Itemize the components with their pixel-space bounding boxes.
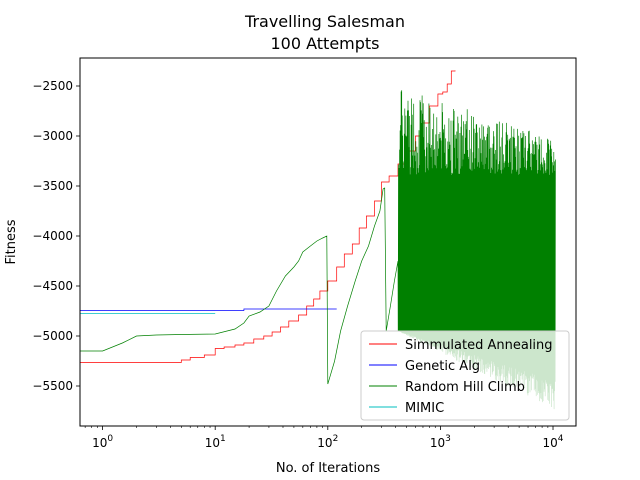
x-tick-label: 101	[205, 434, 226, 450]
legend: Simmulated Annealing Genetic Alg Random Hi…	[360, 330, 570, 421]
legend-label-genetic-alg: Genetic Alg	[405, 359, 480, 374]
x-tick-label: 103	[430, 434, 451, 450]
chart-title-line-1: Travelling Salesman	[244, 12, 405, 31]
legend-label-simmulated-annealing: Simmulated Annealing	[405, 338, 553, 353]
y-tick-label: −3500	[32, 179, 73, 193]
x-axis-ticks: 100 101 102 103 104	[84, 426, 564, 450]
legend-box	[360, 330, 570, 421]
x-tick-label: 102	[317, 434, 338, 450]
x-tick-label: 104	[543, 434, 564, 450]
y-tick-label: −5000	[32, 329, 73, 343]
x-axis-label: No. of Iterations	[276, 461, 381, 476]
y-tick-label: −5500	[32, 379, 73, 393]
y-tick-label: −2500	[32, 79, 73, 93]
x-tick-label: 100	[92, 434, 113, 450]
y-tick-label: −4500	[32, 279, 73, 293]
legend-label-mimic: MIMIC	[405, 401, 444, 416]
y-axis-ticks: −2500 −3000 −3500 −4000 −4500 −5000 −5500	[32, 79, 80, 393]
plot-area	[80, 70, 556, 410]
legend-label-random-hill-climb: Random Hill Climb	[405, 380, 525, 395]
chart-title-line-2: 100 Attempts	[270, 34, 379, 53]
y-tick-label: −4000	[32, 229, 73, 243]
y-tick-label: −3000	[32, 129, 73, 143]
series-line-genetic-alg	[80, 308, 337, 311]
series-line-random-hill-climb	[80, 90, 556, 410]
y-axis-label: Fitness	[4, 219, 19, 264]
